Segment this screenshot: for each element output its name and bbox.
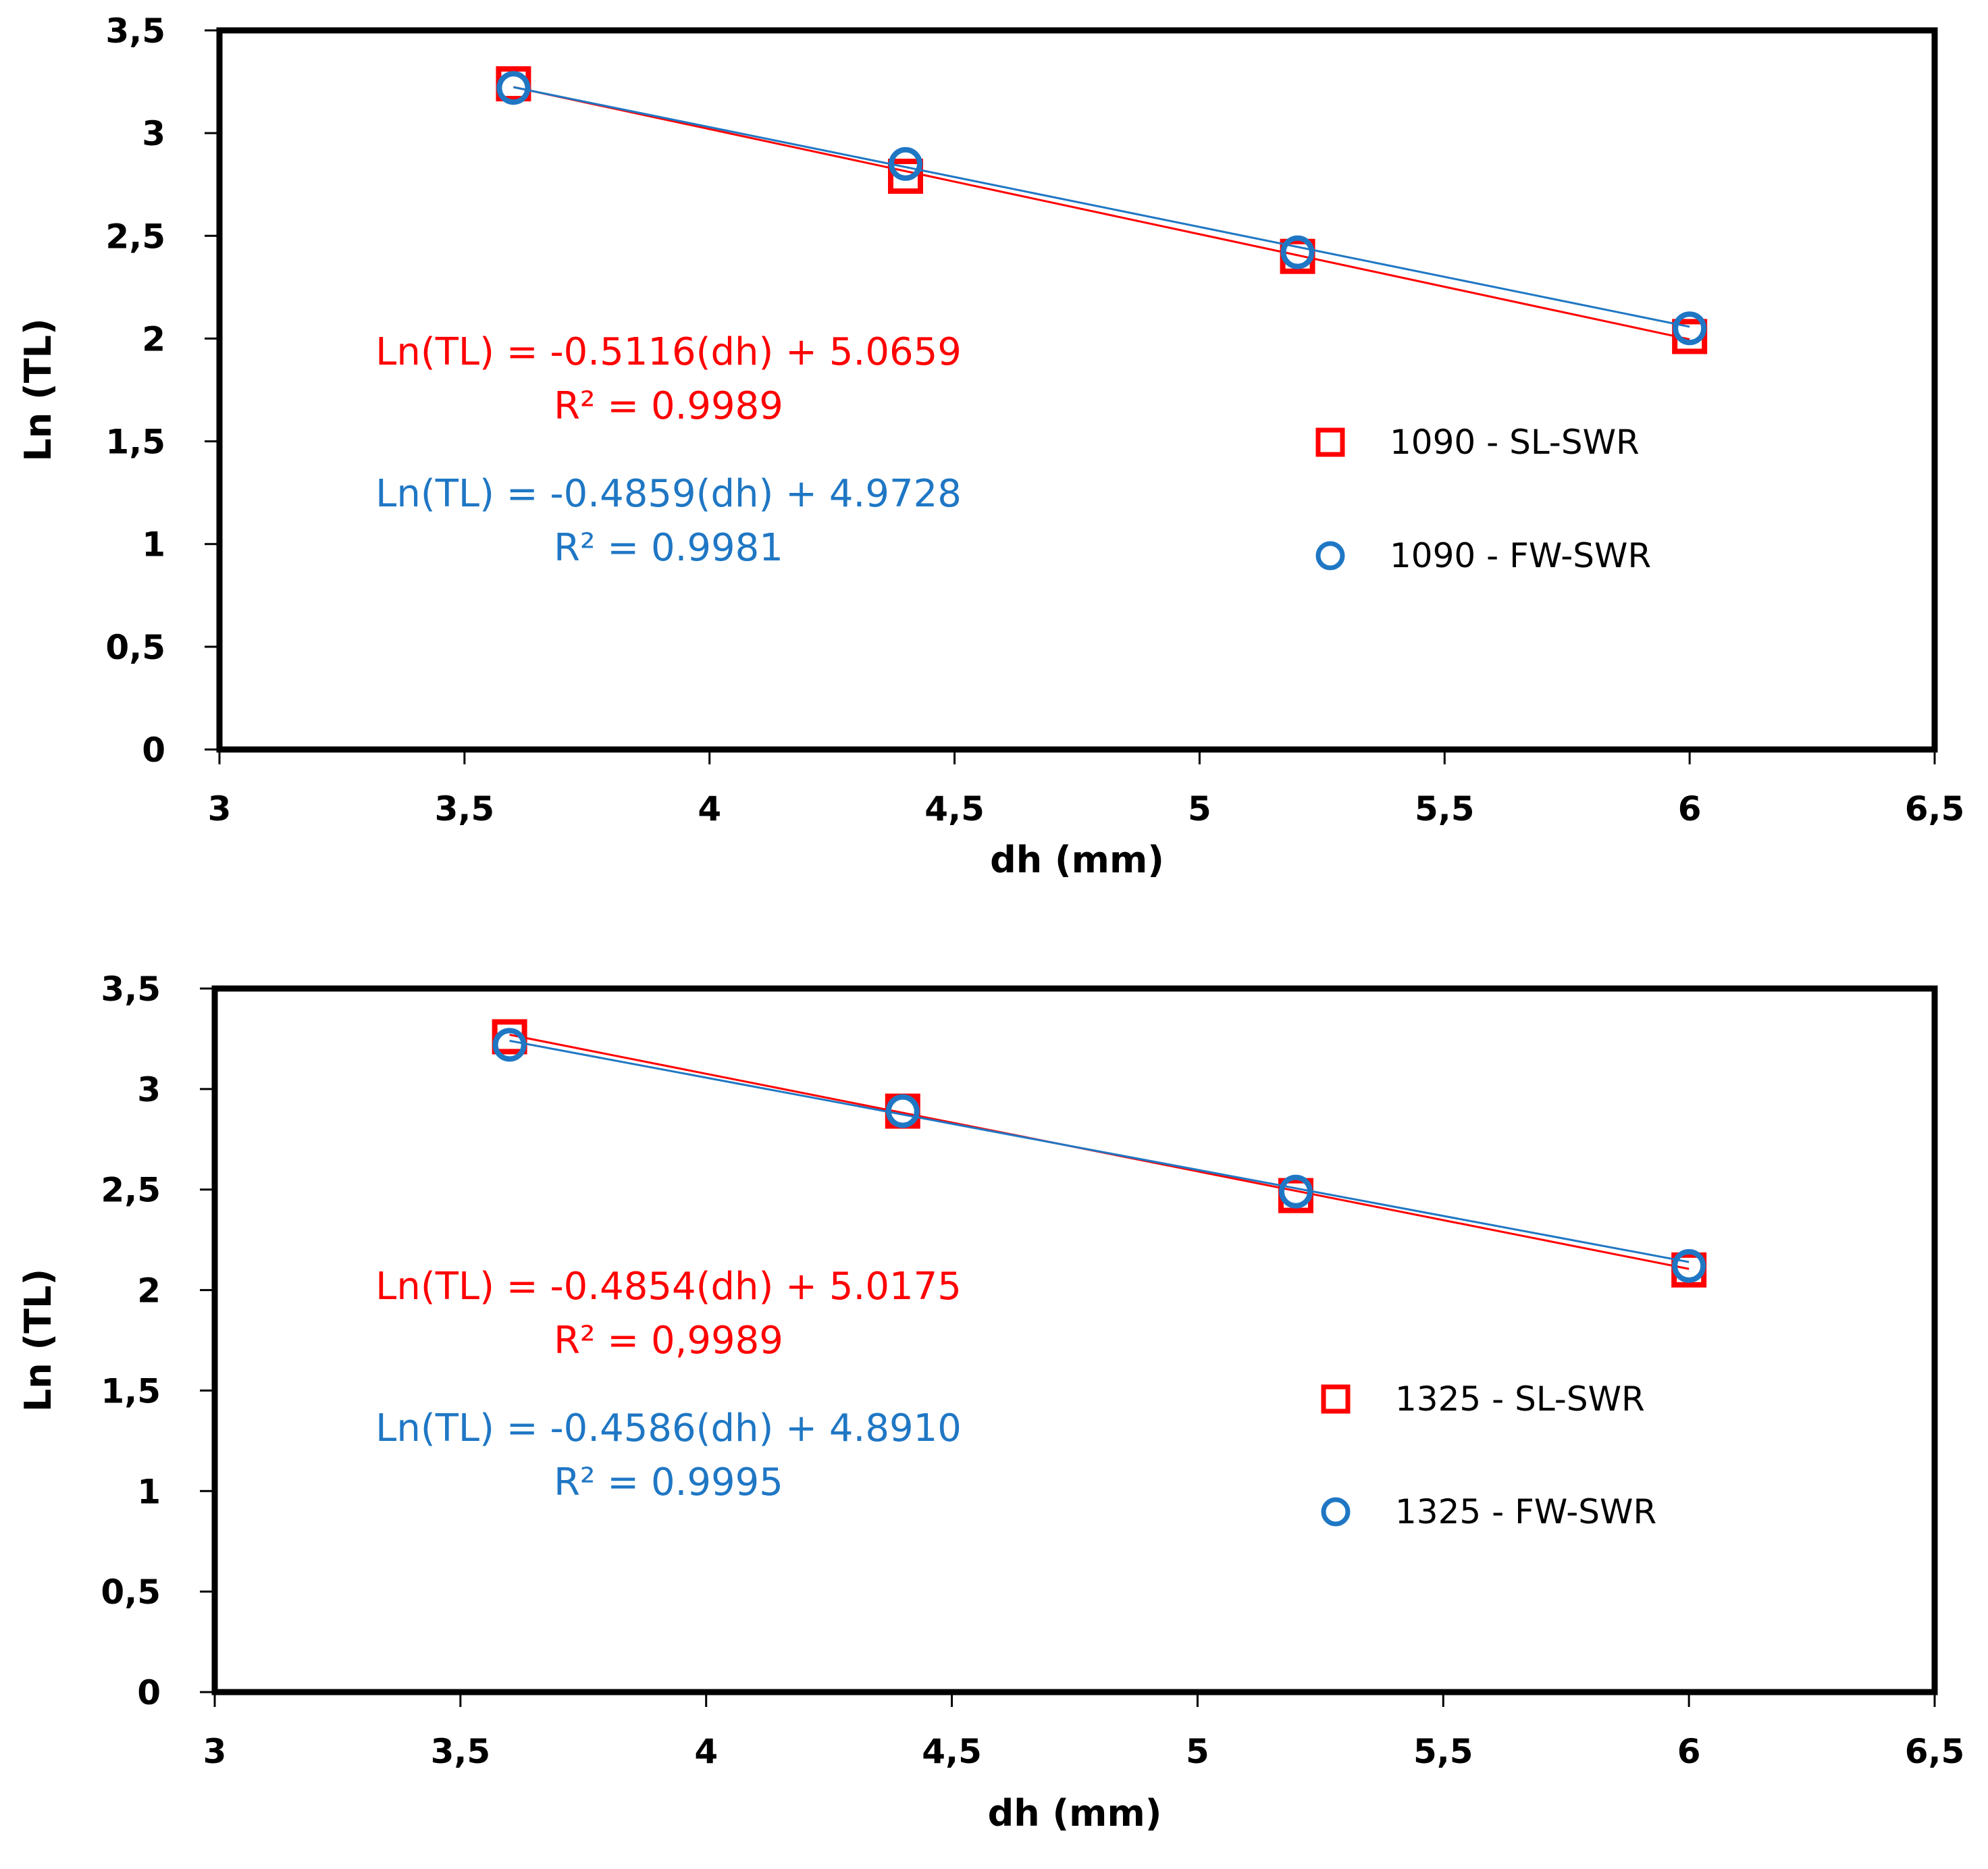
x-tick-label: 5 — [1186, 1732, 1209, 1771]
data-point-circle — [1673, 311, 1707, 346]
y-tick-label: 0 — [137, 1673, 161, 1712]
y-axis-title: Ln (TL) — [17, 1269, 59, 1412]
x-tick-label: 4 — [694, 1732, 718, 1771]
x-tick-label: 3,5 — [431, 1732, 491, 1771]
data-point-square — [1672, 319, 1708, 354]
trendline-circle — [509, 1039, 1690, 1263]
y-tick-label: 3 — [137, 1070, 161, 1109]
data-point-circle — [885, 1094, 920, 1128]
trend-equation: Ln(TL) = -0.4854(dh) + 5.0175 — [375, 1265, 962, 1309]
legend-circle-icon — [1315, 541, 1345, 571]
y-tick-label: 3 — [142, 114, 165, 153]
legend-square-icon — [1315, 427, 1345, 457]
x-tick-label: 5 — [1188, 789, 1211, 828]
x-tick-label: 3 — [203, 1732, 227, 1771]
data-point-circle — [1672, 1248, 1706, 1283]
x-tick-label: 4 — [698, 789, 721, 828]
y-tick-label: 0,5 — [101, 1573, 161, 1612]
y-tick-label: 2 — [137, 1271, 161, 1311]
y-tick-label: 1,5 — [101, 1371, 161, 1411]
x-tick-label: 3,5 — [435, 789, 495, 828]
x-tick-label: 3 — [208, 789, 232, 828]
x-tick-label: 5,5 — [1415, 789, 1475, 828]
trendline-circle — [513, 86, 1690, 328]
r-squared: R² = 0.9995 — [554, 1460, 783, 1504]
x-tick-label: 6 — [1677, 1732, 1701, 1771]
data-point-circle — [889, 147, 922, 181]
chart-1325: 3 3,5 4 4,5 5 5,5 6 6,5 0 0,5 1 1,5 2 2,5 3 3,5 dh (mm) L… — [17, 970, 1965, 1835]
y-tick-label: 1 — [142, 525, 165, 564]
trend-equation: Ln(TL) = -0.5116(dh) + 5.0659 — [375, 330, 962, 374]
y-tick-label: 1,5 — [105, 423, 165, 462]
trend-equation: Ln(TL) = -0.4859(dh) + 4.9728 — [375, 472, 962, 516]
x-tick-label: 5,5 — [1413, 1732, 1473, 1771]
chart-1090: 3 3,5 4 4,5 5 5,5 6 6,5 0 0,5 1 1,5 2 2,5 3 3,5 dh (mm) L… — [17, 11, 1965, 881]
y-tick-label: 2,5 — [105, 217, 165, 256]
legend-label: 1325 - SL-SWR — [1395, 1379, 1645, 1419]
r-squared: R² = 0.9989 — [554, 384, 783, 428]
x-tick-label: 4,5 — [922, 1732, 982, 1771]
y-axis-title: Ln (TL) — [17, 318, 59, 461]
x-tick-label: 6 — [1678, 789, 1702, 828]
legend-label: 1090 - FW-SWR — [1390, 536, 1651, 575]
chart-panel-1325: 3 3,5 4 4,5 5 5,5 6 6,5 0 0,5 1 1,5 2 2,5 3 3,5 dh (mm) L… — [0, 934, 1988, 1869]
x-tick-label: 6,5 — [1905, 789, 1965, 828]
legend-label: 1325 - FW-SWR — [1395, 1492, 1656, 1531]
legend-circle-icon — [1321, 1497, 1351, 1527]
trendline-square — [513, 86, 1690, 341]
y-tick-label: 3,5 — [101, 970, 161, 1009]
y-tick-label: 0 — [142, 731, 165, 770]
plot-area-frame — [216, 27, 1938, 753]
data-point-circle — [496, 71, 531, 105]
y-tick-label: 3,5 — [105, 11, 165, 51]
plot-area-frame — [211, 985, 1938, 1695]
y-tick-label: 2 — [142, 319, 165, 359]
r-squared: R² = 0,9989 — [554, 1319, 783, 1363]
data-point-circle — [1280, 235, 1315, 269]
data-point-square — [492, 1019, 527, 1055]
legend-square-icon — [1321, 1384, 1351, 1414]
y-tick-label: 2,5 — [101, 1171, 161, 1210]
x-tick-label: 4,5 — [924, 789, 985, 828]
y-tick-label: 1 — [137, 1472, 161, 1511]
trend-equation: Ln(TL) = -0.4586(dh) + 4.8910 — [375, 1406, 962, 1450]
data-point-circle — [492, 1028, 527, 1062]
legend-label: 1090 - SL-SWR — [1390, 423, 1640, 462]
x-tick-label: 6,5 — [1905, 1732, 1965, 1771]
r-squared: R² = 0.9981 — [554, 526, 783, 570]
x-axis-title: dh (mm) — [990, 839, 1164, 881]
y-tick-label: 0,5 — [105, 628, 165, 667]
chart-panel-1090: 3 3,5 4 4,5 5 5,5 6 6,5 0 0,5 1 1,5 2 2,5 3 3,5 dh (mm) L… — [0, 0, 1988, 934]
data-point-square — [888, 159, 923, 194]
data-point-circle — [1278, 1174, 1313, 1209]
x-axis-title: dh (mm) — [988, 1792, 1162, 1835]
